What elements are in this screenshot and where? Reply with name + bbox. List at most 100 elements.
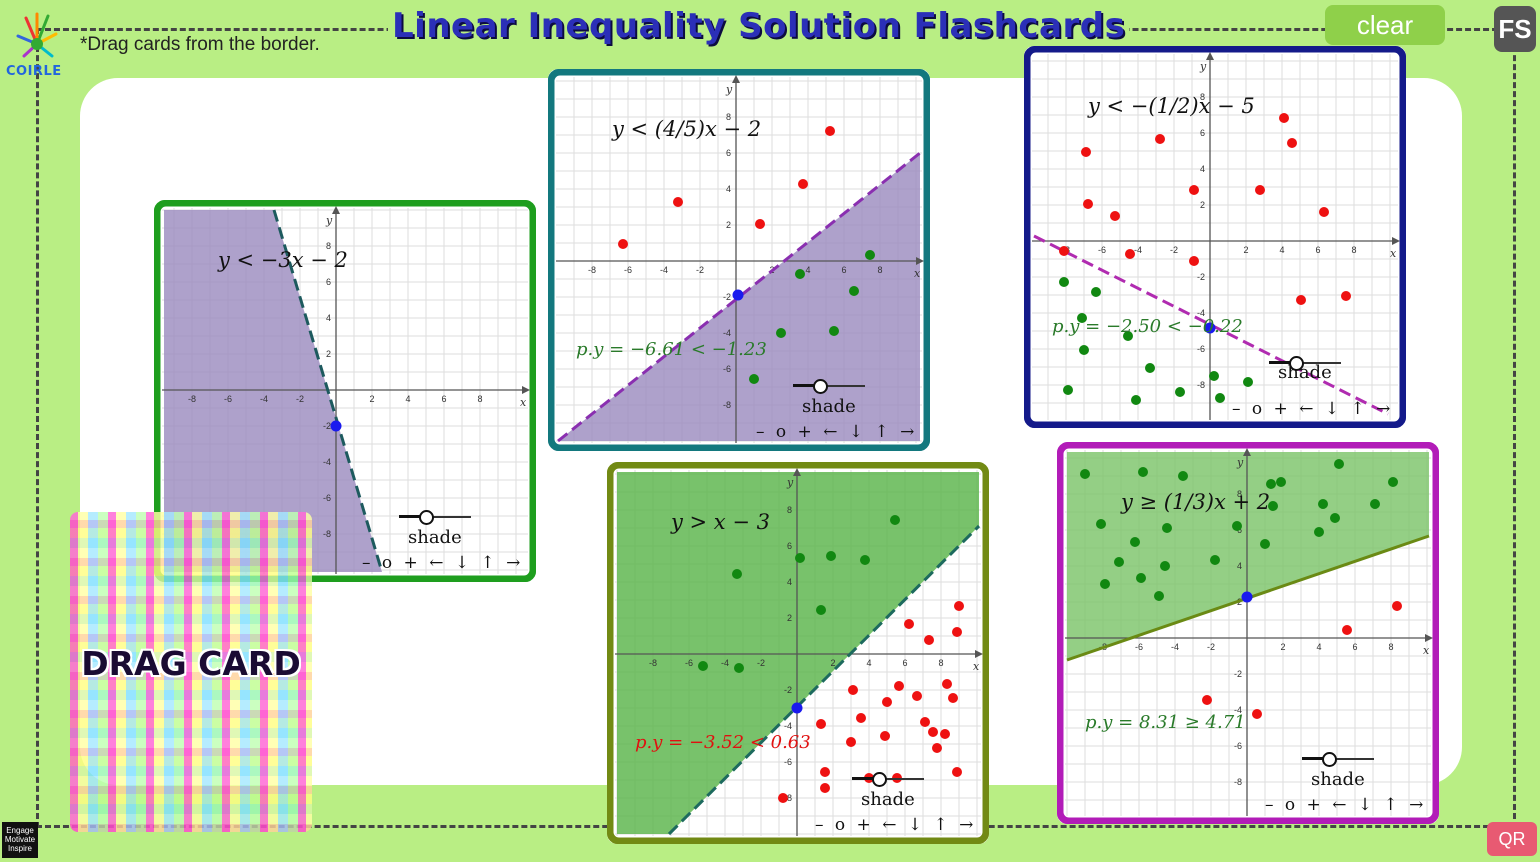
x-axis-arrow-icon (916, 257, 924, 265)
shaded-region (1067, 452, 1429, 660)
fullscreen-button[interactable]: FS (1494, 6, 1536, 52)
x-tick-label: 2 (1280, 642, 1285, 652)
y-tick-label: -2 (323, 421, 331, 431)
y-tick-label: 6 (1200, 128, 1205, 138)
line-handle[interactable] (330, 420, 342, 432)
non-solution-point (912, 691, 922, 701)
solution-point (1063, 385, 1073, 395)
solution-point (1096, 519, 1106, 529)
x-tick-label: 6 (1315, 245, 1320, 255)
boundary-line[interactable] (667, 524, 981, 836)
y-tick-label: -8 (1197, 380, 1205, 390)
line-handle[interactable] (1241, 591, 1253, 603)
y-tick-label: -8 (723, 400, 731, 410)
flashcard[interactable]: -8 -8 -6 -6 -4 -4 -2 -2 2 2 4 4 6 6 8 8 x y y < −3x − 2 s… (154, 200, 536, 582)
x-tick-label: -2 (296, 394, 304, 404)
solution-point (1123, 331, 1133, 341)
move-controls[interactable]: – o + ← ↓ ↑ → (815, 815, 977, 835)
solution-point (1160, 561, 1170, 571)
shade-label: shade (861, 789, 915, 810)
solution-point (1100, 579, 1110, 589)
x-tick-label: -4 (721, 658, 729, 668)
solution-point (1154, 591, 1164, 601)
move-controls[interactable]: – o + ← ↓ ↑ → (756, 422, 918, 442)
line-handle[interactable] (732, 289, 744, 301)
y-tick-label: 8 (787, 505, 792, 515)
move-controls[interactable]: – o + ← ↓ ↑ → (362, 553, 524, 573)
non-solution-point (1252, 709, 1262, 719)
solution-point (826, 551, 836, 561)
inequality-label: y > x − 3 (671, 510, 770, 534)
non-solution-point (1342, 625, 1352, 635)
test-point-value: p.y = −3.52 < 0.63 (635, 732, 811, 753)
inequality-label: y < (4/5)x − 2 (612, 117, 762, 141)
non-solution-point (1255, 185, 1265, 195)
y-axis-arrow-icon (1206, 52, 1214, 60)
y-axis-label: y (1199, 60, 1207, 73)
y-tick-label: 8 (1200, 92, 1205, 102)
y-axis-arrow-icon (332, 206, 340, 214)
emi-badge: Engage Motivate Inspire (2, 822, 38, 858)
solution-point (1318, 499, 1328, 509)
x-tick-label: 4 (866, 658, 871, 668)
qr-button[interactable]: QR (1487, 822, 1537, 856)
line-handle[interactable] (791, 702, 803, 714)
solution-point (865, 250, 875, 260)
colorful-splash-icon (16, 12, 58, 58)
inequality-label: y < −3x − 2 (218, 248, 348, 272)
y-tick-label: -6 (784, 757, 792, 767)
shaded-region (617, 472, 979, 834)
x-axis-label: x (1423, 644, 1430, 657)
y-tick-label: 6 (787, 541, 792, 551)
boundary-line[interactable] (272, 209, 384, 573)
x-tick-label: -6 (224, 394, 232, 404)
y-tick-label: 2 (1200, 200, 1205, 210)
solution-point (1114, 557, 1124, 567)
x-tick-label: 8 (938, 658, 943, 668)
x-tick-label: -4 (1134, 245, 1142, 255)
y-tick-label: -6 (1197, 344, 1205, 354)
non-solution-point (942, 679, 952, 689)
y-tick-label: -4 (1197, 308, 1205, 318)
solution-point (1145, 363, 1155, 373)
non-solution-point (1279, 113, 1289, 123)
solution-point (829, 326, 839, 336)
clear-button[interactable]: clear (1325, 5, 1445, 45)
solution-point (776, 328, 786, 338)
card-border (154, 200, 536, 582)
line-handle[interactable] (1204, 322, 1216, 334)
y-axis-arrow-icon (732, 75, 740, 83)
x-axis-arrow-icon (1425, 634, 1433, 642)
x-tick-label: 8 (877, 265, 882, 275)
boundary-line[interactable] (557, 151, 921, 443)
solution-point (1266, 479, 1276, 489)
x-axis-label: x (1390, 247, 1397, 260)
non-solution-point (1296, 295, 1306, 305)
x-tick-label: -6 (1135, 642, 1143, 652)
y-tick-label: -2 (1197, 272, 1205, 282)
solution-point (1178, 471, 1188, 481)
drag-card-deck[interactable]: DRAG CARD (70, 512, 312, 832)
y-tick-label: 4 (326, 313, 331, 323)
x-tick-label: -8 (188, 394, 196, 404)
non-solution-point (882, 697, 892, 707)
move-controls[interactable]: – o + ← ↓ ↑ → (1265, 795, 1427, 815)
logo-text: COIRLE (6, 64, 62, 79)
x-tick-label: 2 (830, 658, 835, 668)
solution-point (860, 555, 870, 565)
non-solution-point (952, 767, 962, 777)
y-tick-label: -4 (1234, 705, 1242, 715)
move-controls[interactable]: – o + ← ↓ ↑ → (1232, 399, 1394, 419)
non-solution-point (928, 727, 938, 737)
solution-point (1334, 459, 1344, 469)
y-tick-label: 8 (326, 241, 331, 251)
solution-point (1080, 469, 1090, 479)
non-solution-point (778, 793, 788, 803)
